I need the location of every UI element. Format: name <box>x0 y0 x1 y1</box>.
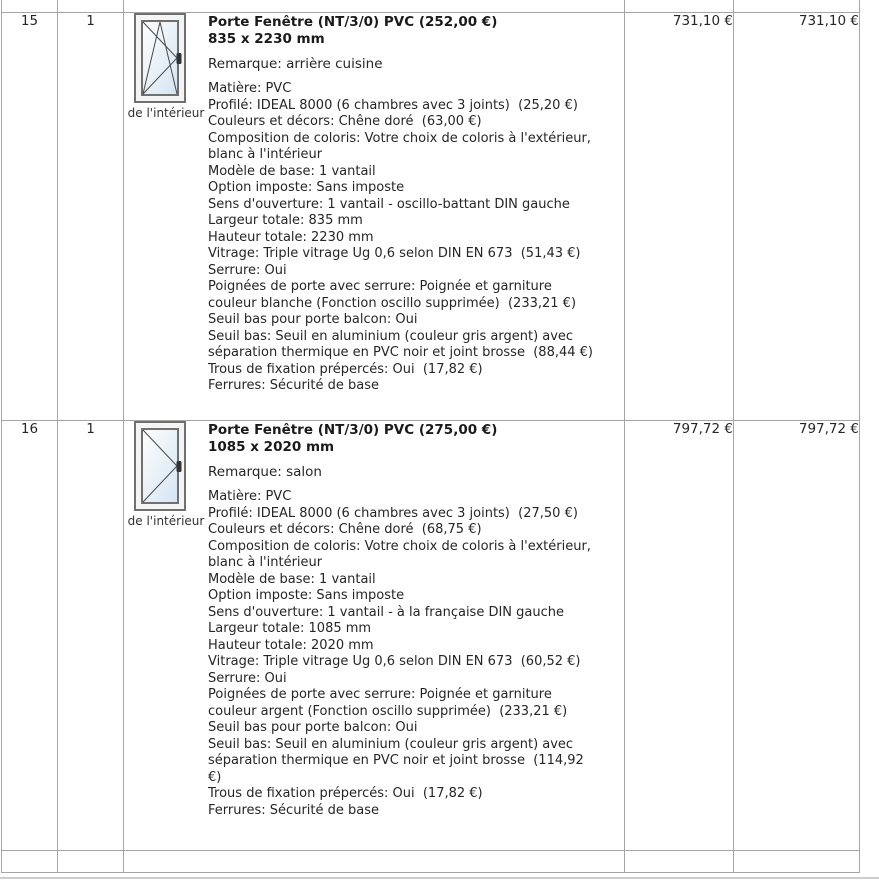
detail-line: Seuil bas pour porte balcon: Oui <box>208 312 418 327</box>
product-cell <box>123 850 625 873</box>
unit-price-cell: 731,10 € <box>624 12 734 421</box>
total-price-value: 731,10 € <box>798 13 859 29</box>
detail-line: Ferrures: Sécurité de base <box>208 378 379 393</box>
detail-line: Composition de coloris: Votre choix de c… <box>208 130 591 146</box>
unit-price-value: 731,10 € <box>672 13 733 29</box>
product-image-column: de l'intérieur <box>124 13 208 120</box>
quantity-cell: 1 <box>57 420 124 851</box>
unit-price-cell: 797,72 € <box>624 420 734 851</box>
total-price-cell: 797,72 € <box>733 420 860 851</box>
detail-line: Modèle de base: 1 vantail <box>208 571 376 587</box>
detail-line: Seuil bas: Seuil en aluminium (couleur g… <box>208 328 574 344</box>
detail-line: Seuil bas pour porte balcon: Oui <box>208 720 418 735</box>
table-row-item-16: 16 1 de l'intérieur <box>1 420 860 851</box>
detail-line: Largeur totale: 835 mm <box>208 213 363 228</box>
product-title-dimensions: 835 x 2230 mm <box>208 31 325 47</box>
window-tilt-turn-icon <box>134 13 186 103</box>
product-cell <box>123 0 625 13</box>
total-price-cell: 731,10 € <box>733 12 860 421</box>
detail-line: Matière: PVC <box>208 489 292 504</box>
detail-line: Vitrage: Triple vitrage Ug 0,6 selon DIN… <box>208 246 581 261</box>
table-row-item-15: 15 1 de l'intérieur <box>1 12 860 421</box>
product-remark: Remarque: arrière cuisine <box>208 56 383 72</box>
detail-line: Couleurs et décors: Chêne doré (68,75 €) <box>208 522 482 537</box>
detail-line: Profilé: IDEAL 8000 (6 chambres avec 3 j… <box>208 505 578 521</box>
quantity-value: 1 <box>86 421 95 437</box>
line-items-table: 15 1 de l'intérieur <box>1 0 860 873</box>
unit-price-value: 797,72 € <box>672 421 733 437</box>
product-detail-list: Matière: PVC Profilé: IDEAL 8000 (6 chamb… <box>208 81 624 395</box>
detail-line: Poignées de porte avec serrure: Poignée … <box>208 279 552 294</box>
unit-price-cell <box>624 850 734 873</box>
detail-line: Vitrage: Triple vitrage Ug 0,6 selon DIN… <box>208 654 581 669</box>
quantity-cell <box>57 0 124 13</box>
icon-caption: de l'intérieur <box>127 514 205 528</box>
detail-line: Profilé: IDEAL 8000 (6 chambres avec 3 j… <box>208 97 578 113</box>
position-value: 15 <box>20 13 39 29</box>
detail-line: Trous de fixation prépercés: Oui (17,82 … <box>208 361 483 377</box>
detail-line: €) <box>208 769 222 785</box>
position-cell <box>1 850 58 873</box>
product-description: Porte Fenêtre (NT/3/0) PVC (275,00 €) 10… <box>208 421 624 819</box>
product-cell: de l'intérieur Porte Fenêtre (NT/3/0) PV… <box>123 12 625 421</box>
product-title: Porte Fenêtre (NT/3/0) PVC (275,00 €) 10… <box>208 422 624 456</box>
detail-line: Trous de fixation prépercés: Oui (17,82 … <box>208 786 483 801</box>
total-price-value: 797,72 € <box>798 421 859 437</box>
window-handle <box>176 461 182 472</box>
product-title-line1: Porte Fenêtre (NT/3/0) PVC (275,00 €) <box>208 422 498 438</box>
product-remark: Remarque: salon <box>208 464 322 480</box>
detail-line: séparation thermique en PVC noir et join… <box>208 345 593 360</box>
detail-line: Largeur totale: 1085 mm <box>208 621 372 636</box>
detail-line: Modèle de base: 1 vantail <box>208 163 376 179</box>
product-title-line1: Porte Fenêtre (NT/3/0) PVC (252,00 €) <box>208 14 498 30</box>
detail-line: séparation thermique en PVC noir et join… <box>208 753 584 768</box>
detail-line: Couleurs et décors: Chêne doré (63,00 €) <box>208 114 482 129</box>
detail-line: Serrure: Oui <box>208 262 287 278</box>
detail-line: Sens d'ouverture: 1 vantail - oscillo-ba… <box>208 196 570 212</box>
table-row-partial <box>1 0 860 13</box>
page-footer-rule <box>0 877 879 879</box>
product-detail-list: Matière: PVC Profilé: IDEAL 8000 (6 chamb… <box>208 489 624 819</box>
detail-line: Matière: PVC <box>208 81 292 96</box>
quantity-cell: 1 <box>57 12 124 421</box>
detail-line: Sens d'ouverture: 1 vantail - à la franç… <box>208 604 565 620</box>
detail-line: Composition de coloris: Votre choix de c… <box>208 538 591 554</box>
table-row-empty <box>1 850 860 873</box>
quantity-cell <box>57 850 124 873</box>
detail-line: blanc à l'intérieur <box>208 147 323 162</box>
detail-line: Hauteur totale: 2020 mm <box>208 637 374 653</box>
detail-line: Poignées de porte avec serrure: Poignée … <box>208 687 552 702</box>
detail-line: couleur blanche (Fonction oscillo suppri… <box>208 295 577 311</box>
detail-line: couleur argent (Fonction oscillo supprim… <box>208 703 568 719</box>
detail-line: Hauteur totale: 2230 mm <box>208 229 374 245</box>
position-value: 16 <box>20 421 39 437</box>
quantity-value: 1 <box>86 13 95 29</box>
detail-line: Option imposte: Sans imposte <box>208 180 405 195</box>
position-cell: 16 <box>1 420 58 851</box>
detail-line: Ferrures: Sécurité de base <box>208 802 379 818</box>
icon-caption: de l'intérieur <box>127 106 205 120</box>
detail-line: Seuil bas: Seuil en aluminium (couleur g… <box>208 736 574 752</box>
product-description: Porte Fenêtre (NT/3/0) PVC (252,00 €) 83… <box>208 13 624 395</box>
product-image-column: de l'intérieur <box>124 421 208 528</box>
product-title: Porte Fenêtre (NT/3/0) PVC (252,00 €) 83… <box>208 14 624 48</box>
detail-line: Option imposte: Sans imposte <box>208 588 405 603</box>
product-cell: de l'intérieur Porte Fenêtre (NT/3/0) PV… <box>123 420 625 851</box>
position-cell: 15 <box>1 12 58 421</box>
total-price-cell <box>733 0 860 13</box>
position-cell <box>1 0 58 13</box>
total-price-cell <box>733 850 860 873</box>
window-handle <box>176 53 182 64</box>
product-title-dimensions: 1085 x 2020 mm <box>208 439 335 455</box>
detail-line: blanc à l'intérieur <box>208 555 323 570</box>
unit-price-cell <box>624 0 734 13</box>
window-turn-icon <box>134 421 186 511</box>
detail-line: Serrure: Oui <box>208 670 287 686</box>
